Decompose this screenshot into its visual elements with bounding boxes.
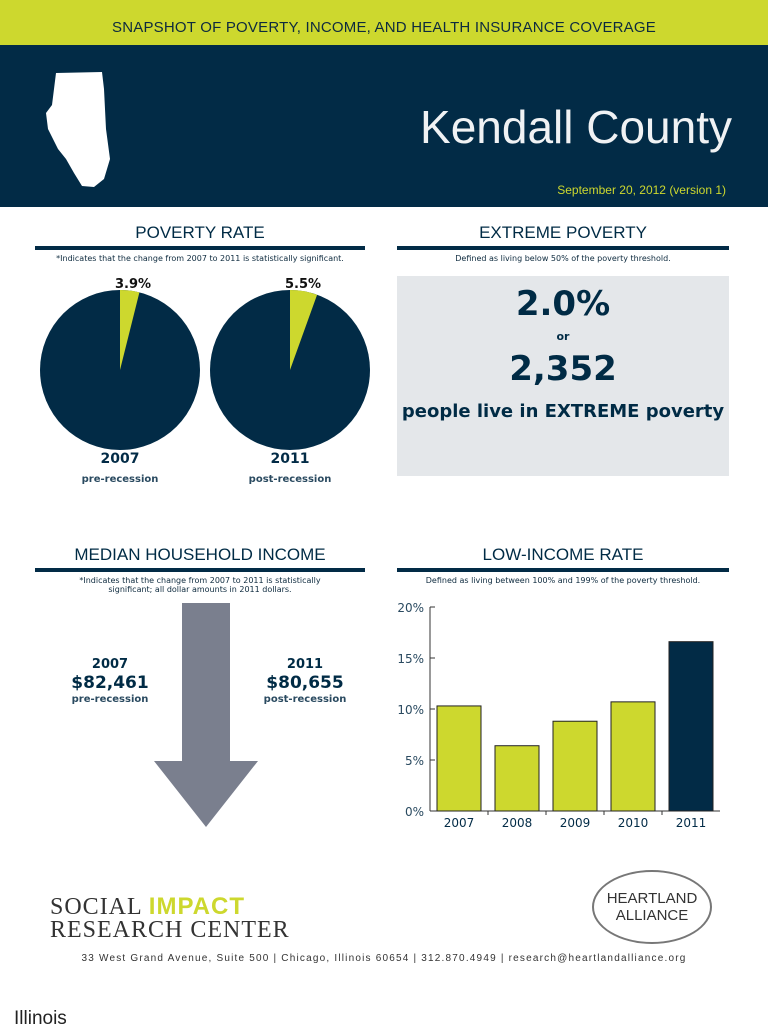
extreme-note: Defined as living below 50% of the pover… <box>455 254 671 263</box>
x-tick-label: 2008 <box>502 816 533 830</box>
income-2007-year: 2007 <box>91 657 129 672</box>
x-tick-label: 2007 <box>444 816 475 830</box>
lowincome-note: Defined as living between 100% and 199% … <box>425 576 701 585</box>
tagline-bar: SNAPSHOT OF POVERTY, INCOME, AND HEALTH … <box>0 0 768 45</box>
lowincome-bar-chart: 0% 5% 10% 15% 20% 2007 2008 2009 2010 2011 <box>397 601 720 830</box>
x-tick-label: 2009 <box>560 816 591 830</box>
divider <box>397 246 729 250</box>
y-tick-label: 0% <box>405 805 424 819</box>
divider <box>35 568 365 572</box>
divider <box>35 246 365 250</box>
logo-text: IMPACT <box>148 893 245 920</box>
extreme-section: EXTREME POVERTY Defined as living below … <box>397 223 729 263</box>
heartland-logo: HEARTLAND ALLIANCE <box>592 870 712 944</box>
income-2011-value: $80,655 <box>266 673 344 693</box>
x-tick-label: 2010 <box>618 816 649 830</box>
pie-sub-label: pre-recession <box>82 474 159 485</box>
tagline: SNAPSHOT OF POVERTY, INCOME, AND HEALTH … <box>112 19 656 36</box>
lowincome-heading: LOW-INCOME RATE <box>482 545 644 564</box>
poverty-pie-charts: 3.9% 2007 pre-recession 5.5% 2011 post-recess… <box>40 277 370 485</box>
illinois-map-icon <box>46 72 110 187</box>
bar-2009 <box>552 720 598 812</box>
x-tick-label: 2011 <box>676 816 707 830</box>
pie-value-label: 3.9% <box>115 277 151 292</box>
divider <box>397 568 729 572</box>
pie-value-label: 5.5% <box>285 277 321 292</box>
poverty-section: POVERTY RATE *Indicates that the change … <box>35 223 365 263</box>
extreme-caption: people live in EXTREME poverty <box>401 401 725 422</box>
y-tick-label: 20% <box>397 601 424 615</box>
extreme-heading: EXTREME POVERTY <box>479 223 647 242</box>
income-2007-sub: pre-recession <box>71 694 149 705</box>
extreme-percent: 2.0% <box>515 284 611 324</box>
income-2011-sub: post-recession <box>263 694 347 705</box>
pie-slice-2011 <box>290 290 318 370</box>
pie-year-label: 2011 <box>271 451 310 467</box>
or-label: or <box>556 330 570 343</box>
logo-text: ALLIANCE <box>615 907 689 924</box>
footer-address: 33 West Grand Avenue, Suite 500 | Chicag… <box>81 953 687 964</box>
bar-2010 <box>610 701 656 812</box>
bar-2007 <box>436 705 482 812</box>
banner <box>0 45 768 207</box>
y-tick-label: 10% <box>397 703 424 717</box>
extreme-count: 2,352 <box>509 349 617 389</box>
logo-text: RESEARCH CENTER <box>50 917 290 943</box>
income-section: MEDIAN HOUSEHOLD INCOME *Indicates that … <box>35 545 365 594</box>
y-tick-label: 15% <box>397 652 424 666</box>
logo-text: SOCIAL <box>50 894 149 920</box>
sirc-logo: SOCIAL IMPACT RESEARCH CENTER <box>50 893 290 943</box>
county-title: Kendall County <box>420 101 732 153</box>
poverty-heading: POVERTY RATE <box>135 223 265 242</box>
next-page-heading: Illinois <box>14 1008 67 1029</box>
y-tick-label: 5% <box>405 754 424 768</box>
logo-text: HEARTLAND <box>606 890 698 907</box>
pie-year-label: 2007 <box>101 451 140 467</box>
down-arrow-icon <box>154 603 258 827</box>
income-heading: MEDIAN HOUSEHOLD INCOME <box>74 545 326 564</box>
lowincome-section: LOW-INCOME RATE Defined as living betwee… <box>397 545 729 585</box>
report-date: September 20, 2012 (version 1) <box>557 183 726 197</box>
income-2007-value: $82,461 <box>71 673 149 693</box>
poverty-note: *Indicates that the change from 2007 to … <box>56 254 344 263</box>
income-note: *Indicates that the change from 2007 to … <box>79 576 321 594</box>
pie-sub-label: post-recession <box>249 474 332 485</box>
pie-slice-2007 <box>120 290 140 370</box>
bar-2011 <box>668 641 714 812</box>
extreme-poverty-box: 2.0% or 2,352 people live in EXTREME pov… <box>397 276 729 476</box>
income-2011-year: 2011 <box>286 657 324 672</box>
bar-2008 <box>494 745 540 812</box>
